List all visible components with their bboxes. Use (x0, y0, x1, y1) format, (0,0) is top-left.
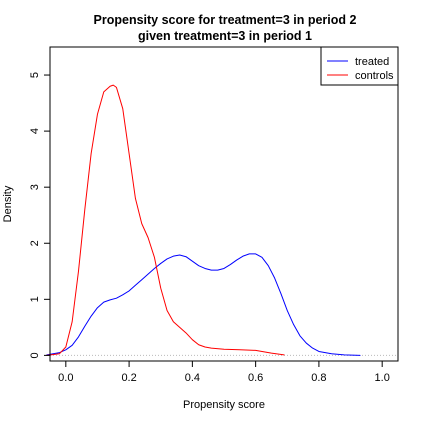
series-line-controls (46, 84, 285, 356)
x-axis-label: Propensity score (183, 399, 265, 411)
y-tick-label: 1 (29, 296, 41, 302)
legend: treated controls (320, 46, 399, 86)
x-tick-label: 0.2 (121, 372, 136, 384)
x-tick-label: 0.8 (311, 372, 326, 384)
legend-box (320, 46, 399, 86)
chart-subtitle: given treatment=3 in period 1 (138, 29, 312, 43)
y-axis: 0 1 2 3 4 5 (29, 72, 50, 358)
chart-title: Propensity score for treatment=3 in peri… (94, 13, 357, 27)
y-tick-label: 5 (29, 72, 41, 78)
x-tick-label: 0.0 (58, 372, 73, 384)
y-tick-label: 4 (29, 128, 41, 134)
x-tick-label: 0.6 (248, 372, 263, 384)
y-tick-label: 0 (29, 352, 41, 358)
x-tick-label: 1.0 (375, 372, 390, 384)
x-axis: 0.0 0.2 0.4 0.6 0.8 1.0 (58, 361, 390, 384)
legend-label-controls: controls (355, 70, 394, 82)
y-axis-label: Density (2, 185, 14, 222)
legend-label-treated: treated (355, 56, 389, 68)
y-tick-label: 2 (29, 240, 41, 246)
plot-area (46, 84, 398, 356)
y-tick-label: 3 (29, 184, 41, 190)
plot-frame (49, 46, 399, 362)
x-tick-label: 0.4 (185, 372, 200, 384)
series-line-treated (46, 253, 361, 356)
